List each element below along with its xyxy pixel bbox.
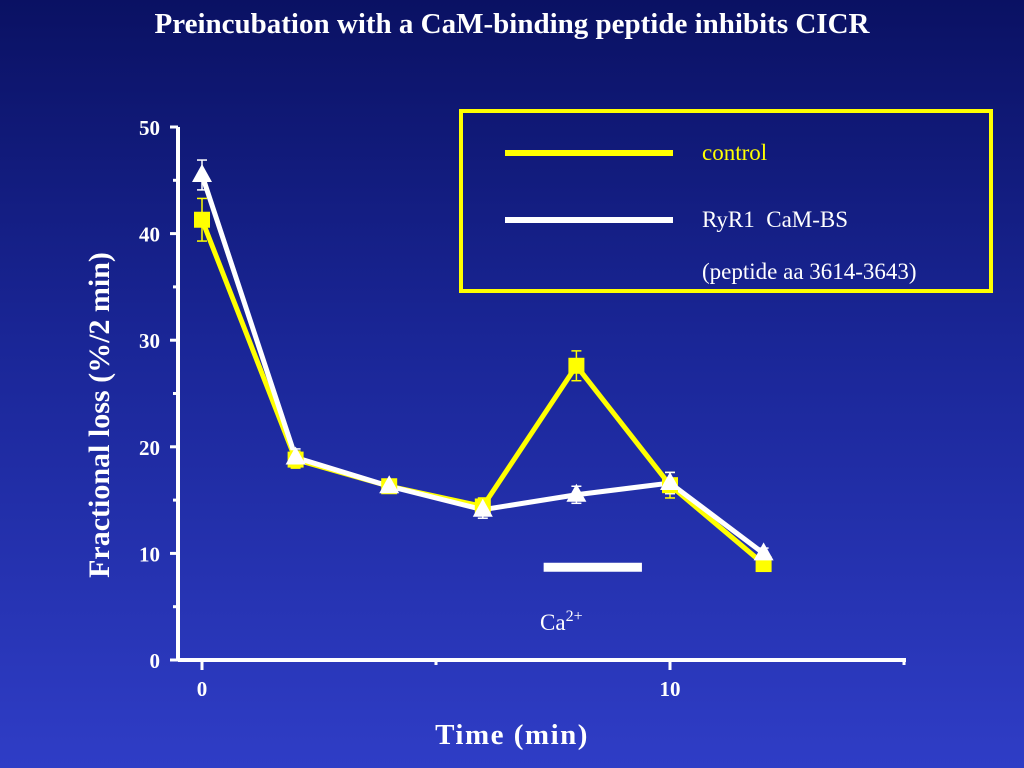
series-line-peptide: [199, 174, 766, 556]
data-point-control: [568, 357, 585, 374]
x-axis-label: Time (min): [435, 719, 589, 751]
data-point-peptide: [566, 483, 587, 502]
legend-box: [459, 109, 993, 293]
legend-label-peptide: RyR1 CaM-BS: [702, 207, 848, 232]
data-point-peptide: [472, 498, 493, 517]
y-tick-label: 50: [139, 116, 160, 140]
data-point-peptide: [285, 446, 306, 465]
data-point-control: [194, 211, 210, 228]
calcium-label: Ca2+: [540, 608, 583, 635]
data-point-peptide: [192, 163, 212, 182]
y-tick-label: 0: [150, 649, 161, 673]
legend-label-control: control: [702, 140, 767, 165]
data-point-peptide: [753, 542, 774, 561]
y-axis-label: Fractional loss (%/2 min): [83, 252, 116, 578]
y-tick-label: 20: [139, 436, 160, 460]
data-point-peptide: [660, 472, 680, 491]
y-tick-label: 30: [139, 329, 160, 353]
x-tick-label: 0: [197, 677, 208, 701]
slide-title: Preincubation with a CaM-binding peptide…: [154, 8, 870, 40]
y-tick-label: 40: [139, 223, 160, 247]
y-tick-label: 10: [139, 542, 160, 566]
legend-label-peptide-detail: (peptide aa 3614-3643): [702, 259, 917, 284]
data-point-peptide: [379, 475, 400, 494]
x-tick-label: 10: [660, 677, 681, 701]
